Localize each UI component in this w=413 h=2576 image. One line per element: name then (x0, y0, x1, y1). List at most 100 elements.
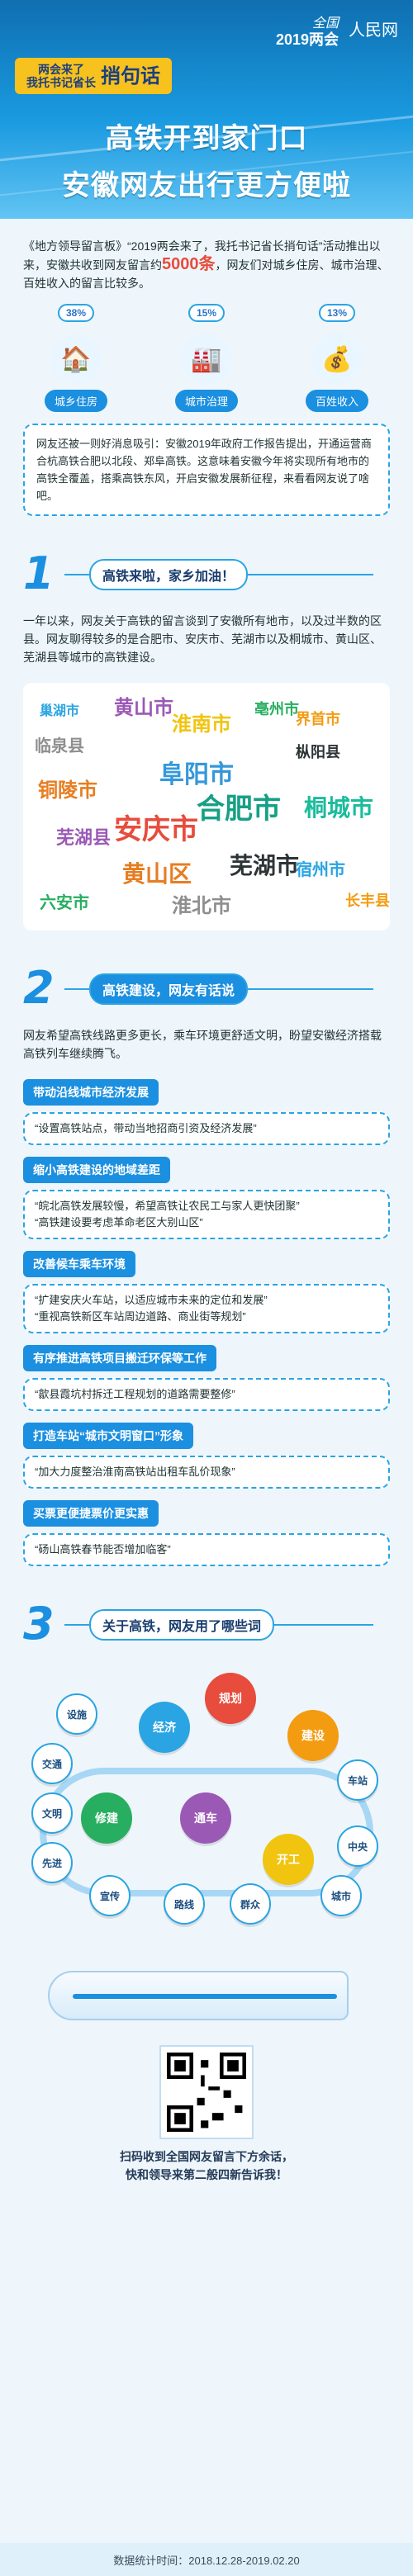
opinion-quote-box: “设置高铁站点，带动当地招商引资及经济发展” (23, 1112, 390, 1145)
opinion-item: 缩小高铁建设的地域差距 “皖北高铁发展较慢，希望高铁让农民工与家人更快团聚” “高铁… (23, 1157, 390, 1239)
topic-main: 开工 (263, 1834, 314, 1885)
opinion-quote: “高铁建设要考虑革命老区大别山区” (35, 1216, 203, 1229)
factory-icon: 🏭 (181, 334, 232, 385)
topic-small: 先进 (31, 1842, 73, 1883)
section1-header: 1 高铁来啦，家乡加油！ (23, 547, 390, 599)
stat-pct: 15% (188, 304, 225, 322)
word-cloud: 巢湖市 黄山市 临泉县 铜陵市 淮南市 亳州市 枞阳县 阜阳市 安庆市 合肥市 桐城市 芜湖县 黄山区 芜… (23, 683, 390, 930)
page-title: 高铁开到家门口 安徽网友出行更方便啦 (17, 116, 396, 203)
topic-main: 通车 (180, 1792, 231, 1844)
cloud-word: 黄山区 (122, 861, 192, 887)
campaign-logo: 两会来了 我托书记省长 捎句话 (15, 58, 172, 94)
title-line2: 安徽网友出行更方便啦 (62, 170, 351, 201)
topic-small: 交通 (31, 1743, 73, 1784)
cloud-word: 芜湖市 (230, 853, 300, 878)
opinion-quote: “加大力度整治淮南高铁站出租车乱价现象” (35, 1466, 235, 1478)
section3-header: 3 关于高铁，网友用了哪些词 (23, 1598, 390, 1650)
header: 两会来了 我托书记省长 捎句话 全国 2019两会 人民网 高铁开到家门口 安徽… (0, 0, 413, 219)
cloud-word: 芜湖县 (56, 827, 112, 848)
opinion-item: 带动沿线城市经济发展 “设置高铁站点，带动当地招商引资及经济发展” (23, 1079, 390, 1145)
campaign-logo-line1: 两会来了 (38, 63, 84, 76)
stat-income: 13% 💰 百姓收入 (284, 304, 390, 412)
qr-code[interactable] (159, 2045, 254, 2139)
opinion-item: 买票更便捷票价更实惠 “砀山高铁春节能否增加临客” (23, 1500, 390, 1566)
opinion-item: 有序推进高铁项目搬迁环保等工作 “歙县霞坑村拆迁工程规划的道路需要整修” (23, 1345, 390, 1411)
stat-pct: 38% (57, 304, 95, 322)
opinion-list: 带动沿线城市经济发展 “设置高铁站点，带动当地招商引资及经济发展” 缩小高铁建设的地… (23, 1079, 390, 1566)
opinion-quote-box: “扩建安庆火车站，以适应城市未来的定位和发展” “重视高铁新区车站周边道路、商业街… (23, 1284, 390, 1333)
topic-map: 规划 经济 建设 开工 修建 通车 交通 文明 先进 宣传 路线 车站 中央 城市 群众 设施 (23, 1669, 390, 1933)
footer-text: 扫码收到全国网友留言下方余话， 快和领导来第二般四新告诉我！ (23, 2147, 390, 2184)
stat-label: 城乡住房 (44, 390, 107, 412)
train-stripe (73, 1994, 337, 1999)
opinion-title: 打造车站“城市文明窗口”形象 (23, 1423, 193, 1449)
opinion-title: 带动沿线城市经济发展 (23, 1079, 159, 1106)
cloud-word: 阜阳市 (159, 761, 234, 788)
cloud-word: 合肥市 (197, 793, 281, 825)
train-illustration (23, 1946, 390, 2037)
money-bag-icon: 💰 (311, 334, 363, 385)
house-icon: 🏠 (50, 334, 102, 385)
topic-small: 路线 (164, 1883, 205, 1925)
event-line2: 2019两会 (275, 31, 339, 48)
cloud-word: 安庆市 (114, 814, 198, 845)
cloud-word: 铜陵市 (38, 779, 97, 802)
cloud-word: 宿州市 (296, 861, 345, 879)
stat-label: 百姓收入 (305, 390, 368, 412)
intro-text1: 《地方领导留言板》“2019两会来了，我托书记省长捎句话”活动推出以来，安徽共收… (23, 239, 381, 272)
intro-count: 5000条 (162, 255, 216, 273)
cloud-word: 枞阳县 (296, 744, 340, 760)
opinion-quote: “歙县霞坑村拆迁工程规划的道路需要整修” (35, 1388, 235, 1400)
opinion-title: 买票更便捷票价更实惠 (23, 1500, 159, 1527)
section2-paragraph: 网友希望高铁线路更多更长，乘车环境更舒适文明，盼望安徽经济搭载高铁列车继续腾飞。 (23, 1029, 382, 1060)
cloud-word: 界首市 (296, 711, 340, 727)
section1-paragraph: 一年以来，网友关于高铁的留言谈到了安徽所有地市，以及过半数的区县。网友聊得较多的… (23, 614, 382, 664)
opinion-title: 缩小高铁建设的地域差距 (23, 1157, 170, 1183)
opinion-quote: “扩建安庆火车站，以适应城市未来的定位和发展” (35, 1294, 268, 1306)
topic-small: 中央 (337, 1825, 378, 1867)
stat-label: 城市治理 (174, 390, 238, 412)
opinion-title: 改善候车乘车环境 (23, 1251, 135, 1277)
section2-header: 2 高铁建设，网友有话说 (23, 962, 390, 1014)
stats: 38% 🏠 城乡住房 15% 🏭 城市治理 13% 💰 百姓收入 (23, 304, 390, 412)
opinion-quote: “砀山高铁春节能否增加临客” (35, 1543, 171, 1556)
intro-text2: ，网友们对城乡住房、城市治理、百姓收入的留言比较多。 (23, 258, 389, 290)
topic-small: 车站 (337, 1759, 378, 1801)
campaign-logo-big: 捎句话 (101, 64, 160, 88)
footer-line1: 扫码收到全国网友留言下方余话， (120, 2150, 293, 2163)
brand-logo: 人民网 (349, 20, 398, 40)
section3-title: 关于高铁，网友用了哪些词 (89, 1609, 275, 1641)
opinion-item: 改善候车乘车环境 “扩建安庆火车站，以适应城市未来的定位和发展” “重视高铁新区车站… (23, 1251, 390, 1333)
opinion-quote: “设置高铁站点，带动当地招商引资及经济发展” (35, 1122, 257, 1134)
stat-housing: 38% 🏠 城乡住房 (23, 304, 129, 412)
section1-number: 1 (23, 547, 55, 599)
topic-main: 规划 (205, 1673, 256, 1724)
event-line1: 全国 (311, 17, 339, 31)
title-line1: 高铁开到家门口 (105, 123, 308, 154)
opinion-item: 打造车站“城市文明窗口”形象 “加大力度整治淮南高铁站出租车乱价现象” (23, 1423, 390, 1489)
cloud-word: 亳州市 (254, 701, 299, 717)
opinion-quote-box: “加大力度整治淮南高铁站出租车乱价现象” (23, 1456, 390, 1489)
topic-main: 修建 (81, 1792, 132, 1844)
section2-title: 高铁建设，网友有话说 (89, 973, 249, 1005)
cloud-word: 六安市 (40, 894, 89, 912)
campaign-logo-line2: 我托书记省长 (26, 76, 96, 89)
cloud-word: 桐城市 (304, 795, 374, 821)
cloud-word: 巢湖市 (40, 704, 80, 718)
cloud-word: 淮南市 (172, 713, 231, 736)
cloud-word: 淮北市 (172, 895, 231, 917)
topic-main: 建设 (287, 1710, 339, 1761)
footer-line2: 快和领导来第二般四新告诉我！ (126, 2168, 287, 2181)
opinion-quote: “皖北高铁发展较慢，希望高铁让农民工与家人更快团聚” (35, 1200, 300, 1212)
section1-title: 高铁来啦，家乡加油！ (89, 559, 249, 590)
opinion-quote-box: “歙县霞坑村拆迁工程规划的道路需要整修” (23, 1378, 390, 1411)
opinion-quote-box: “皖北高铁发展较慢，希望高铁让农民工与家人更快团聚” “高铁建设要考虑革命老区大别… (23, 1190, 390, 1239)
topic-small: 设施 (56, 1693, 97, 1735)
data-time: 数据统计时间：2018.12.28-2019.02.20 (0, 2543, 413, 2576)
topic-small: 群众 (230, 1883, 271, 1925)
topic-small: 宣传 (89, 1875, 131, 1916)
qr-code-icon (167, 2053, 246, 2132)
opinion-quote-box: “砀山高铁春节能否增加临客” (23, 1533, 390, 1566)
stat-governance: 15% 🏭 城市治理 (154, 304, 259, 412)
